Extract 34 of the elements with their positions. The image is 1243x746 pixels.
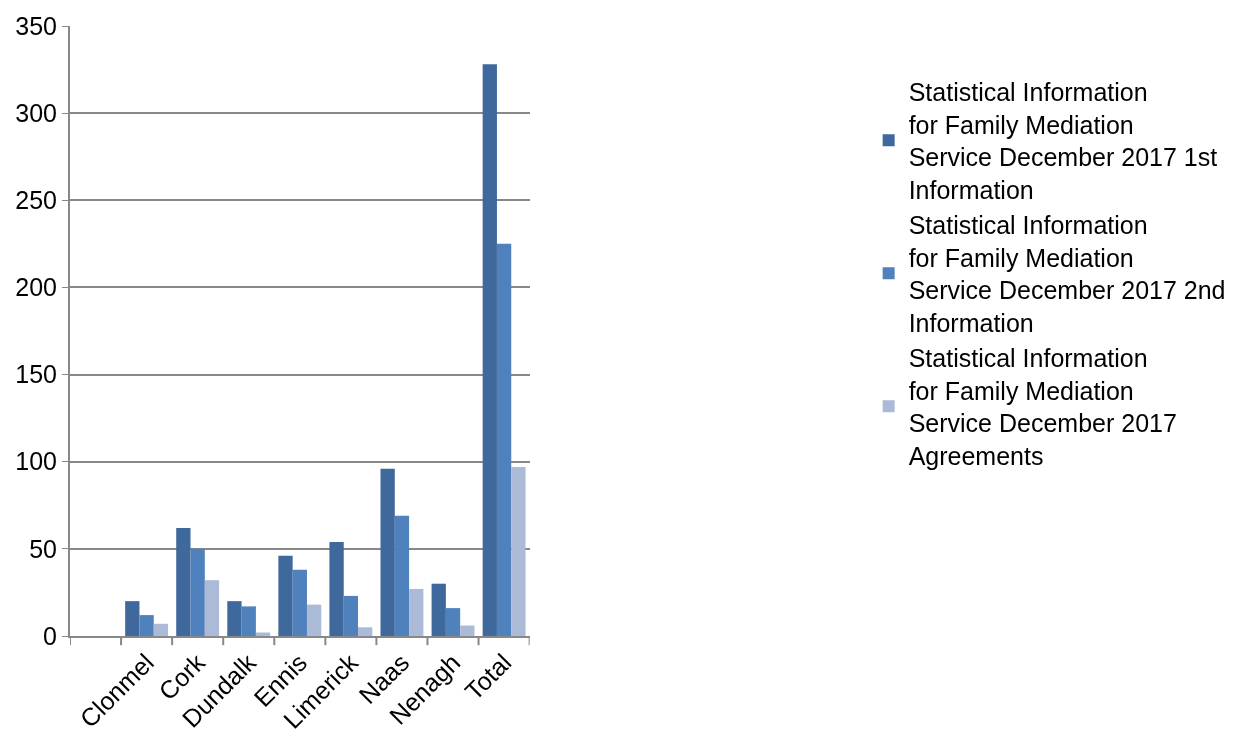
bar [306, 604, 322, 636]
bar [482, 64, 497, 636]
y-tick-label: 100 [15, 447, 57, 476]
bar [358, 627, 373, 636]
bar [139, 615, 154, 636]
bar [409, 588, 424, 636]
bar [292, 569, 307, 636]
y-tick-label: 250 [15, 186, 57, 215]
y-tick-label: 0 [43, 621, 57, 650]
bar [241, 606, 256, 636]
bar [460, 625, 475, 636]
bar [394, 515, 410, 636]
bar [445, 608, 461, 636]
bar [431, 583, 446, 636]
bar [329, 541, 344, 636]
y-tick-label: 150 [15, 360, 57, 389]
bar [496, 243, 512, 636]
legend-label: Statistical Information for Family Mediation Service December 2017 Agreements [908, 344, 1177, 470]
bar [343, 595, 359, 636]
legend-label: Statistical Information for Family Mediation Service December 2017 1st Information [908, 78, 1218, 204]
bar [204, 580, 220, 636]
y-tick-label: 350 [15, 11, 57, 40]
y-tick-label: 300 [15, 98, 57, 127]
bar [125, 601, 140, 636]
bar [176, 527, 191, 636]
y-tick-label: 50 [29, 534, 57, 563]
bar [511, 466, 526, 636]
y-tick-label: 200 [15, 273, 57, 302]
legend-label: Statistical Information for Family Mediation Service December 2017 2nd Information [908, 211, 1226, 337]
bar [380, 468, 395, 636]
bar [153, 623, 169, 636]
bar [190, 548, 205, 636]
bar [227, 601, 242, 636]
bar [278, 555, 293, 636]
